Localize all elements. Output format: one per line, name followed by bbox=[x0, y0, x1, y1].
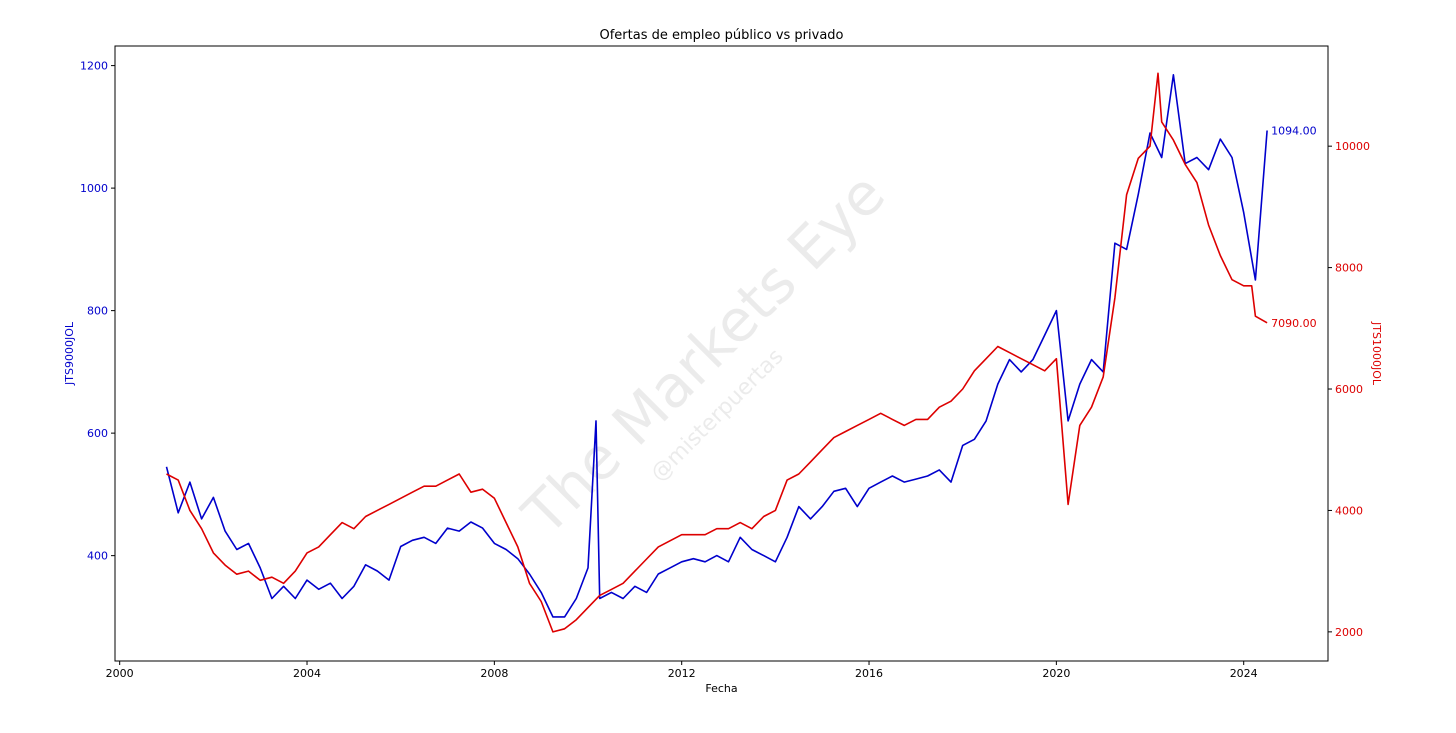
series-layer bbox=[165, 72, 1268, 633]
series-line-jts9000jol bbox=[165, 74, 1268, 618]
plot-area-frame bbox=[114, 45, 1329, 662]
y-right-tick-label: 8000 bbox=[1335, 262, 1363, 275]
x-axis-title: Fecha bbox=[705, 682, 737, 695]
x-tick-label: 2020 bbox=[1042, 667, 1070, 680]
x-tick-label: 2008 bbox=[480, 667, 508, 680]
series-end-label: 1094.00 bbox=[1271, 125, 1317, 138]
end-labels: 1094.00 7090.00 bbox=[1271, 125, 1317, 330]
series-end-label: 7090.00 bbox=[1271, 317, 1317, 330]
y-left-tick-label: 600 bbox=[87, 427, 108, 440]
y-right-tick-label: 2000 bbox=[1335, 626, 1363, 639]
chart-title: Ofertas de empleo público vs privado bbox=[600, 28, 844, 43]
y-right-tick-label: 6000 bbox=[1335, 383, 1363, 396]
y-left-tick-label: 800 bbox=[87, 305, 108, 318]
x-tick-label: 2012 bbox=[668, 667, 696, 680]
x-axis: 2000 2004 2008 2012 2016 2020 2024 bbox=[106, 661, 1258, 680]
x-tick-label: 2004 bbox=[293, 667, 321, 680]
x-tick-label: 2016 bbox=[855, 667, 883, 680]
y-right-tick-label: 4000 bbox=[1335, 504, 1363, 517]
x-tick-label: 2024 bbox=[1230, 667, 1258, 680]
x-tick-label: 2000 bbox=[106, 667, 134, 680]
series-line-jts1000jol bbox=[166, 72, 1268, 633]
y-axis-left-title: JTS9000JOL bbox=[63, 321, 76, 386]
y-axis-right-title: JTS1000JOL bbox=[1370, 321, 1383, 386]
y-axis-left: 400 600 800 1000 1200 bbox=[80, 60, 115, 563]
y-left-tick-label: 400 bbox=[87, 550, 108, 563]
y-axis-right: 2000 4000 6000 8000 10000 bbox=[1328, 140, 1370, 639]
y-right-tick-label: 10000 bbox=[1335, 140, 1370, 153]
y-left-tick-label: 1000 bbox=[80, 182, 108, 195]
y-left-tick-label: 1200 bbox=[80, 60, 108, 73]
